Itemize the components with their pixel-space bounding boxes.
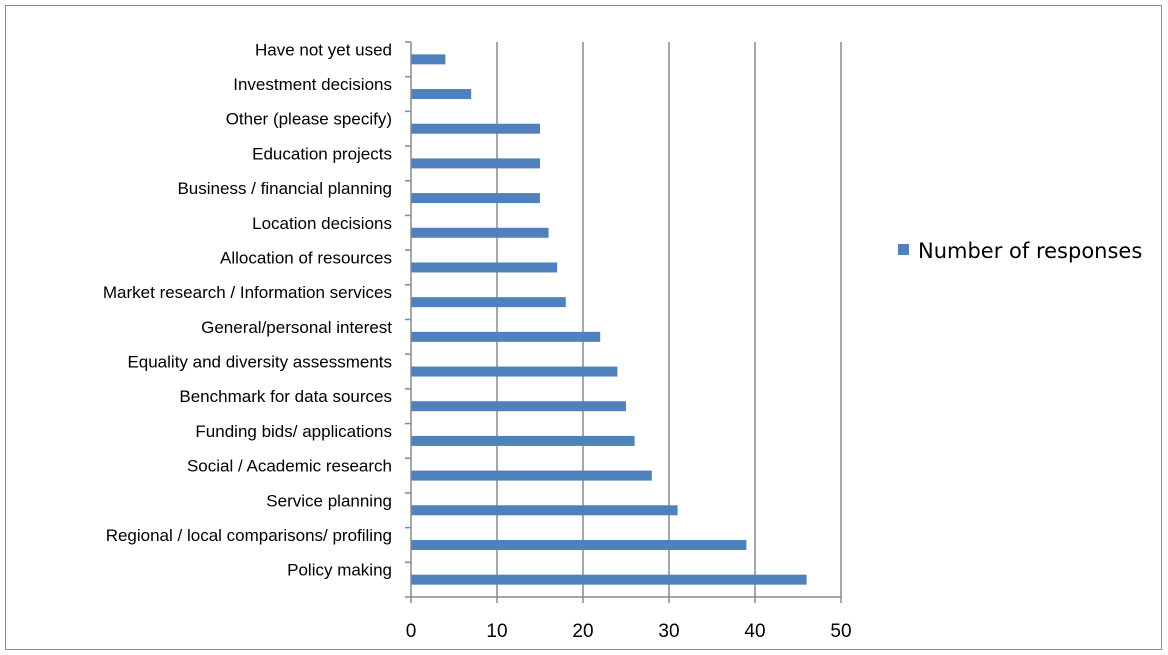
bar-5 [411,401,626,412]
category-label: General/personal interest [201,318,392,337]
bar-10 [411,227,549,238]
bar-6 [411,366,618,377]
bars [411,54,807,585]
category-label: Regional / local comparisons/ profiling [106,526,392,545]
category-label: Location decisions [252,214,392,233]
category-label: Allocation of resources [220,248,392,267]
category-label: Service planning [266,491,392,510]
bar-3 [411,470,652,481]
bar-7 [411,331,601,342]
category-labels: Policy making Regional / local comparison… [103,40,392,579]
bar-11 [411,193,540,204]
category-label: Policy making [287,561,392,580]
category-label: Have not yet used [255,40,392,59]
x-tick-label: 30 [658,621,679,642]
x-tick-label: 40 [744,621,765,642]
bar-8 [411,297,566,308]
category-label: Business / financial planning [177,179,392,198]
bar-12 [411,158,540,169]
x-tick-label: 50 [830,621,851,642]
bar-2 [411,505,678,516]
x-tick-label: 10 [486,621,507,642]
bar-13 [411,123,540,134]
category-label: Equality and diversity assessments [127,353,392,372]
bar-9 [411,262,558,273]
legend-label: Number of responses [918,239,1142,263]
bar-1 [411,539,747,550]
legend: Number of responses [898,239,1142,263]
category-label: Market research / Information services [103,283,392,302]
bar-0 [411,574,807,585]
gridlines [496,42,842,597]
bar-15 [411,54,446,65]
axes [405,41,842,603]
category-label: Education projects [252,144,392,163]
category-label: Benchmark for data sources [179,387,392,406]
category-label: Other (please specify) [226,110,392,129]
category-label: Investment decisions [233,75,392,94]
category-label: Social / Academic research [187,457,392,476]
category-label: Funding bids/ applications [195,422,392,441]
bar-14 [411,89,472,100]
x-tick-label: 0 [406,621,417,642]
x-tick-labels: 0 10 20 30 40 50 [406,621,852,642]
bar-4 [411,435,635,446]
x-tick-label: 20 [572,621,593,642]
legend-swatch [898,244,909,255]
